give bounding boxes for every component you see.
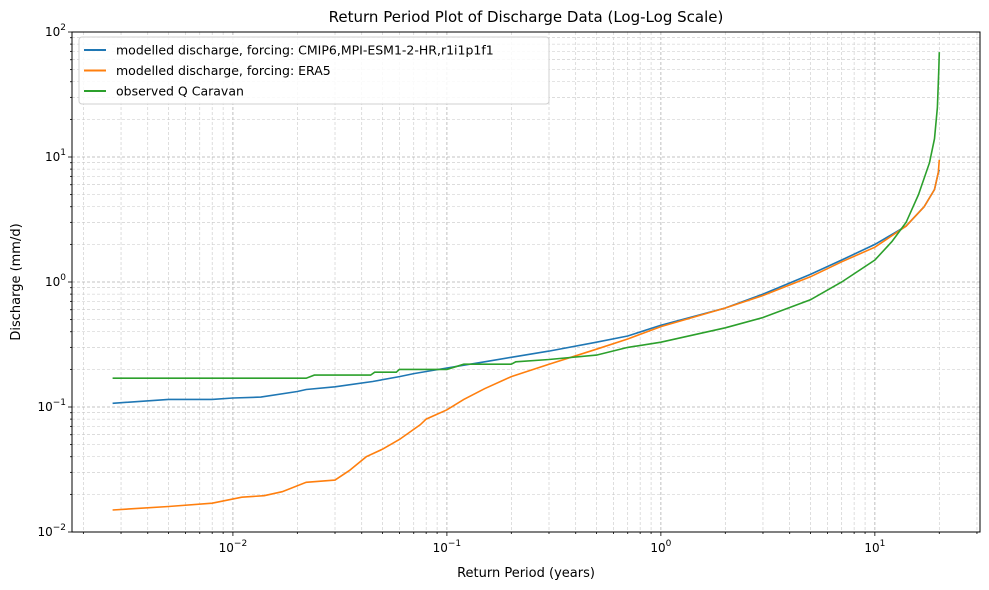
series-line-1 [112,159,941,511]
chart-title: Return Period Plot of Discharge Data (Lo… [329,8,724,26]
y-tick-label: 10−2 [37,523,66,539]
y-axis-label: Discharge (mm/d) [9,223,24,340]
x-axis-label: Return Period (years) [457,566,595,581]
y-tick-label: 100 [45,273,66,289]
series-lines [112,52,941,511]
series-line-0 [112,169,941,405]
x-tick-label: 10−1 [433,539,462,555]
x-tick-label: 100 [650,539,671,555]
grid [72,31,980,533]
series-line-2 [112,52,941,380]
x-tick-label: 101 [864,539,885,555]
ticks: 10−2 10−1 100 101 10−2 10−1 100 101 102 [37,23,978,555]
y-tick-label: 10−1 [37,398,66,414]
legend-label: modelled discharge, forcing: CMIP6,MPI-E… [116,43,494,58]
legend-label: observed Q Caravan [116,84,244,99]
y-tick-label: 101 [45,148,66,164]
x-tick-label: 10−2 [219,539,248,555]
y-tick-label: 102 [45,23,66,39]
legend: modelled discharge, forcing: CMIP6,MPI-E… [78,36,550,105]
legend-label: modelled discharge, forcing: ERA5 [116,63,331,78]
legend-box [78,36,550,105]
